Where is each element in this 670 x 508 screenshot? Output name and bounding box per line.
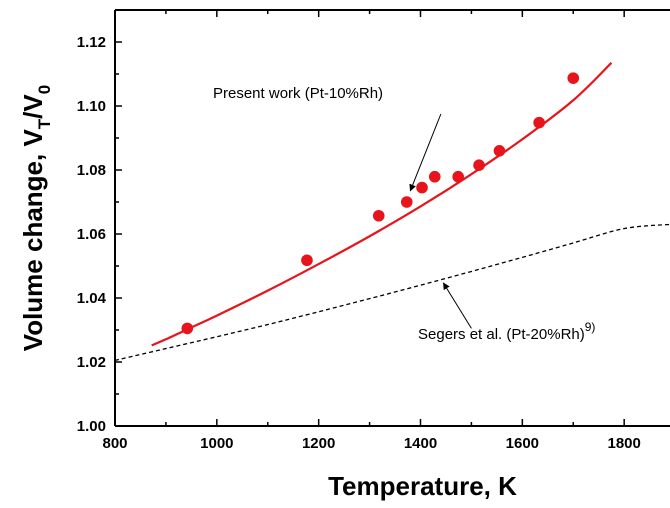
y-axis-title: Volume change, VT/V0 [18, 85, 54, 351]
y-tick-label: 1.04 [77, 290, 107, 307]
data-point [301, 254, 313, 267]
ticks: 800 1000 1200 1400 1600 1800 1.00 1.02 1.04 1.06 1… [77, 9, 641, 452]
y-axis-title-sub1: T [35, 118, 54, 129]
annotation-label: Present work (Pt-10%Rh) [213, 85, 383, 102]
annotation-text: Segers et al. (Pt-20%Rh) [418, 326, 585, 343]
y-axis-title-sub2: 0 [35, 85, 54, 94]
y-tick-label: 1.10 [77, 98, 106, 115]
y-axis-title-main: Volume change, V [18, 129, 48, 352]
x-tick-label: 800 [102, 435, 127, 452]
segers-reference-line [114, 223, 670, 362]
x-tick-label: 1600 [506, 435, 539, 452]
y-axis-title-slash: /V [18, 94, 48, 119]
data-point [400, 196, 413, 208]
x-tick-label: 1000 [200, 435, 233, 452]
y-tick-label: 1.00 [77, 418, 106, 435]
data-point [567, 72, 580, 84]
data-point [372, 209, 385, 222]
x-tick-label: 1800 [607, 435, 640, 452]
fit-line [151, 62, 613, 347]
data-point [428, 170, 441, 183]
axes [114, 9, 670, 427]
x-tick-label: 1400 [404, 435, 437, 452]
annotation-text: Present work (Pt-10%Rh) [213, 85, 383, 102]
annotation-arrow [442, 282, 472, 329]
series [114, 62, 670, 362]
y-tick-label: 1.08 [77, 162, 106, 179]
annotation-superscript: 9) [585, 320, 596, 334]
annotation-label: Segers et al. (Pt-20%Rh)9) [418, 320, 595, 343]
y-tick-label: 1.12 [77, 34, 106, 51]
annotation-arrow [409, 113, 442, 192]
y-tick-label: 1.02 [77, 354, 106, 371]
x-tick-label: 1200 [302, 435, 335, 452]
data-point [416, 181, 428, 194]
annotations: Present work (Pt-10%Rh) Segers et al. (Pt… [213, 85, 595, 343]
x-axis-title: Temperature, K [328, 471, 517, 501]
y-tick-label: 1.06 [77, 226, 106, 243]
